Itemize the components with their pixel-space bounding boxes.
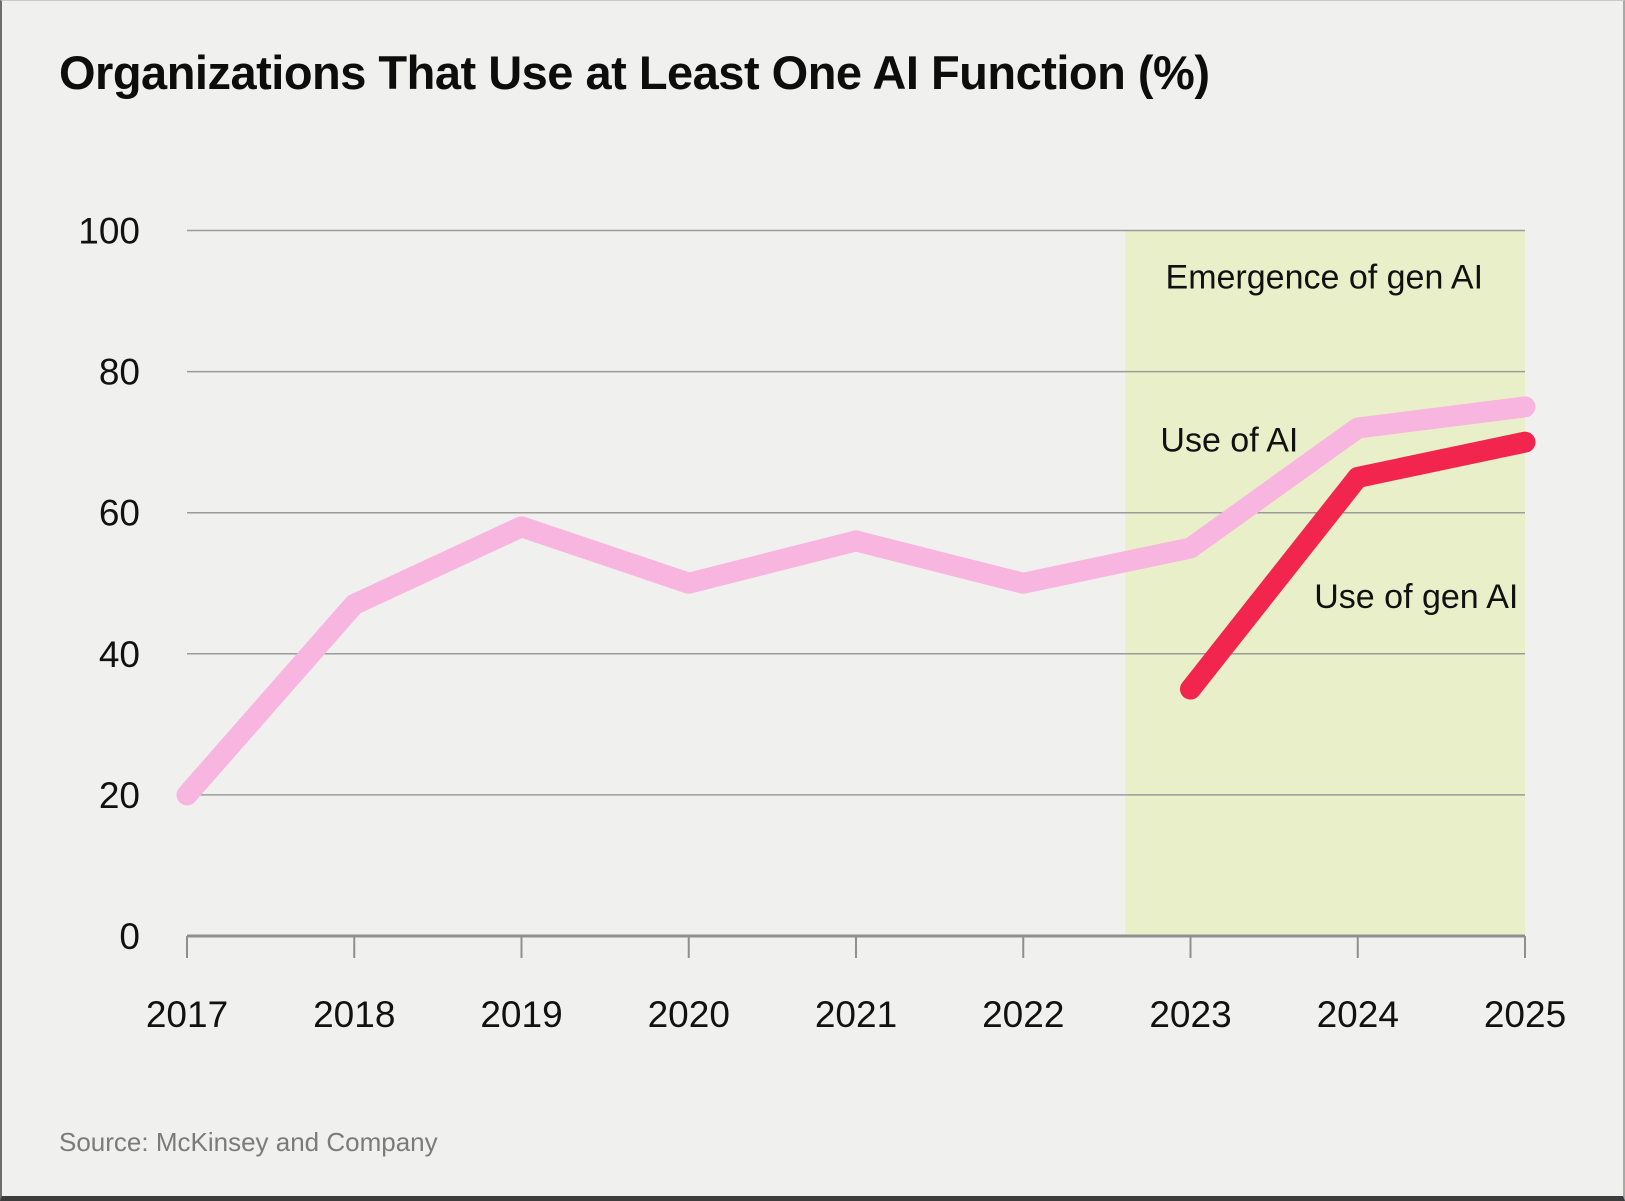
y-axis-label: 40 — [99, 634, 140, 675]
x-axis-label: 2021 — [815, 994, 897, 1035]
chart-title: Organizations That Use at Least One AI F… — [59, 46, 1210, 99]
x-axis-label: 2020 — [648, 994, 730, 1035]
y-axis-label: 20 — [99, 775, 140, 816]
y-axis-label: 60 — [99, 493, 140, 534]
y-axis-label: 80 — [99, 352, 140, 393]
series-line-use-of-ai — [176, 396, 1536, 806]
series-line-use-of-gen-ai — [1180, 431, 1536, 700]
annotation-use-of-gen-ai: Use of gen AI — [1314, 578, 1518, 616]
annotation-band-label: Emergence of gen AI — [1166, 258, 1484, 296]
x-axis-label: 2019 — [480, 994, 562, 1035]
source-note: Source: McKinsey and Company — [59, 1127, 438, 1157]
y-axis-label: 100 — [78, 211, 140, 252]
highlight-band — [1125, 230, 1525, 936]
x-axis-label: 2025 — [1484, 994, 1566, 1035]
x-axis-label: 2017 — [146, 994, 228, 1035]
x-axis-label: 2024 — [1317, 994, 1399, 1035]
y-axis-label: 0 — [119, 916, 140, 957]
x-axis-label: 2023 — [1149, 994, 1231, 1035]
x-axis-label: 2022 — [982, 994, 1064, 1035]
annotation-use-of-ai: Use of AI — [1160, 421, 1298, 459]
x-axis-label: 2018 — [313, 994, 395, 1035]
